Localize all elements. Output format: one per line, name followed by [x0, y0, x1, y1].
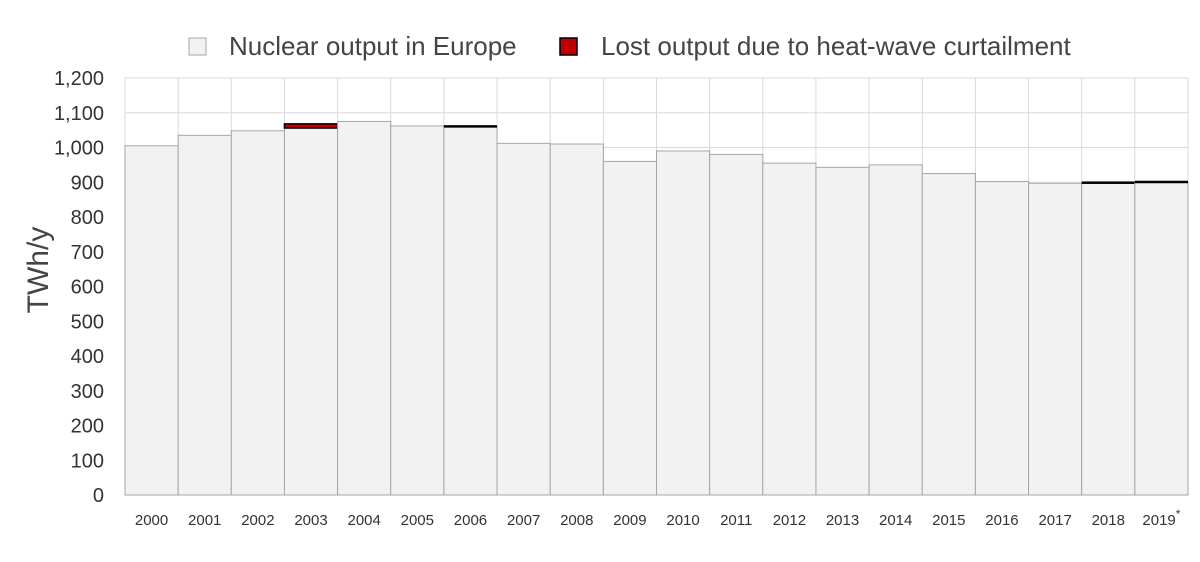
x-tick-label-2013: 2013 — [826, 512, 859, 529]
x-axis-ticks: 2000 2001 2002 2003 2004 2005 2006 2007 2008 2009… — [135, 507, 1181, 529]
x-tick-label-2008: 2008 — [560, 512, 593, 529]
bar-nuclear-output-2010 — [656, 150, 711, 496]
x-tick-label-2009: 2009 — [613, 512, 646, 529]
x-tick-label-2010: 2010 — [666, 512, 699, 529]
y-axis-label: TWh/y — [22, 227, 55, 314]
y-tick-label: 400 — [71, 346, 104, 368]
bar-lost-output-2006 — [443, 125, 498, 128]
x-tick-label-2000: 2000 — [135, 512, 168, 529]
y-tick-label: 200 — [71, 416, 104, 438]
legend-label-lost-output: Lost output due to heat-wave curtailment — [601, 31, 1072, 61]
bar-nuclear-output-2018 — [1081, 182, 1136, 496]
x-tick-label-2007: 2007 — [507, 512, 540, 529]
bar-nuclear-output-2015 — [921, 173, 976, 496]
bar-nuclear-output-2004 — [337, 120, 392, 496]
bar-nuclear-output-2016 — [974, 181, 1030, 496]
x-tick-label-2002: 2002 — [241, 512, 274, 529]
x-tick-label-2017: 2017 — [1038, 512, 1071, 529]
bar-nuclear-output-2013 — [815, 166, 870, 496]
bar-nuclear-output-2008 — [549, 143, 604, 496]
x-tick-label-2001: 2001 — [188, 512, 221, 529]
x-tick-label-2014: 2014 — [879, 512, 912, 529]
bar-nuclear-output-2000 — [124, 145, 179, 496]
x-tick-label-2011: 2011 — [720, 512, 752, 529]
x-tick-label-2019: 2019* — [1142, 507, 1180, 529]
bar-lost-output-2019 — [1134, 180, 1188, 184]
bar-nuclear-output-2005 — [390, 125, 445, 496]
x-tick-label-2005: 2005 — [401, 512, 434, 529]
bar-nuclear-output-2009 — [602, 160, 657, 496]
bar-nuclear-output-2007 — [496, 142, 551, 496]
bar-nuclear-output-2019 — [1134, 181, 1189, 496]
legend-label-nuclear-output: Nuclear output in Europe — [229, 31, 517, 61]
bar-nuclear-output-2012 — [762, 162, 817, 496]
x-tick-label-2004: 2004 — [347, 512, 380, 529]
y-tick-label: 0 — [93, 485, 104, 507]
y-tick-label: 800 — [71, 207, 104, 229]
x-tick-label-2012: 2012 — [773, 512, 806, 529]
y-tick-label: 1,100 — [54, 103, 104, 125]
y-tick-label: 600 — [71, 277, 104, 299]
bar-nuclear-output-2001 — [177, 134, 232, 496]
y-tick-label: 700 — [71, 242, 104, 264]
bar-nuclear-output-2011 — [709, 153, 764, 496]
legend-swatch-lost-output — [559, 37, 578, 56]
bar-lost-output-2003 — [283, 123, 339, 129]
y-tick-label: 900 — [71, 172, 104, 194]
x-tick-label-2003: 2003 — [294, 512, 327, 529]
legend: Nuclear output in Europe Lost output due… — [188, 31, 1072, 61]
x-tick-label-2006: 2006 — [454, 512, 487, 529]
bar-nuclear-output-2006 — [443, 126, 498, 496]
y-tick-label: 1,000 — [54, 138, 104, 160]
bar-nuclear-output-2003 — [283, 127, 339, 496]
legend-swatch-nuclear-output — [188, 37, 207, 56]
y-tick-label: 1,200 — [54, 68, 104, 90]
bar-series — [124, 120, 1189, 496]
bar-lost-output-2018 — [1081, 181, 1135, 184]
x-tick-label-2015: 2015 — [932, 512, 965, 529]
y-tick-label: 500 — [71, 311, 104, 333]
x-tick-label-2016: 2016 — [985, 512, 1018, 529]
y-tick-label: 100 — [71, 450, 104, 472]
y-tick-label: 300 — [71, 381, 104, 403]
bar-nuclear-output-2014 — [868, 164, 923, 496]
bar-nuclear-output-2017 — [1028, 182, 1083, 496]
x-tick-label-2018: 2018 — [1092, 512, 1125, 529]
bar-nuclear-output-2002 — [230, 130, 285, 496]
y-axis-ticks: 0 100 200 300 400 500 600 700 800 900 1,000 1,100 1,… — [54, 68, 104, 507]
